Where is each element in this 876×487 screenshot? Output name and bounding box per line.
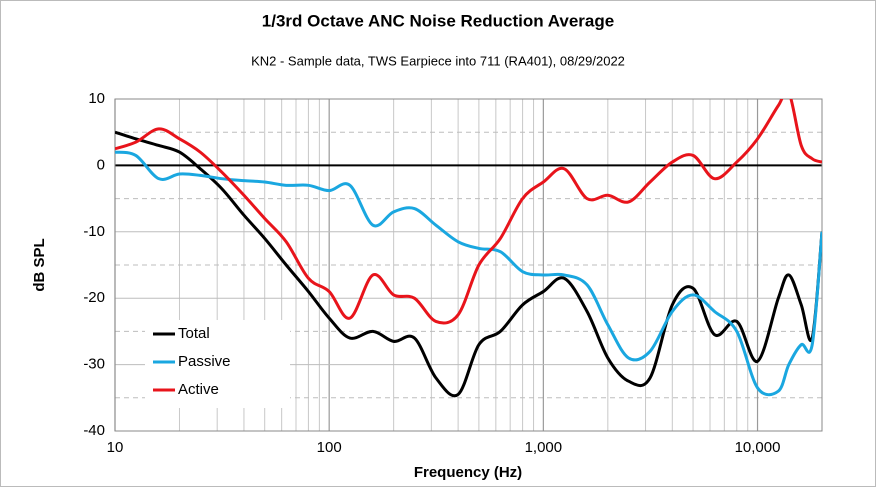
legend-label: Total	[178, 325, 210, 342]
x-tick-label: 100	[317, 439, 342, 456]
y-axis-label: dB SPL	[31, 238, 48, 291]
legend-label: Active	[178, 381, 219, 398]
x-tick-label: 10	[107, 439, 124, 456]
series-line	[115, 130, 822, 398]
series-line	[115, 99, 822, 325]
y-tick-label: -10	[83, 223, 105, 240]
y-tick-label: -30	[83, 356, 105, 373]
chart-subtitle: KN2 - Sample data, TWS Earpiece into 711…	[251, 53, 625, 68]
y-tick-label: 0	[97, 156, 105, 173]
x-tick-label: 10,000	[735, 439, 781, 456]
y-tick-label: 10	[88, 90, 105, 107]
series-line	[115, 150, 822, 397]
x-tick-label: 1,000	[525, 439, 563, 456]
x-axis-label: Frequency (Hz)	[414, 464, 522, 481]
series-group	[115, 99, 822, 398]
chart-title: 1/3rd Octave ANC Noise Reduction Average	[262, 11, 614, 30]
y-tick-label: -20	[83, 289, 105, 306]
legend-label: Passive	[178, 353, 231, 370]
y-tick-label: -40	[83, 422, 105, 439]
plot-border	[114, 98, 823, 432]
